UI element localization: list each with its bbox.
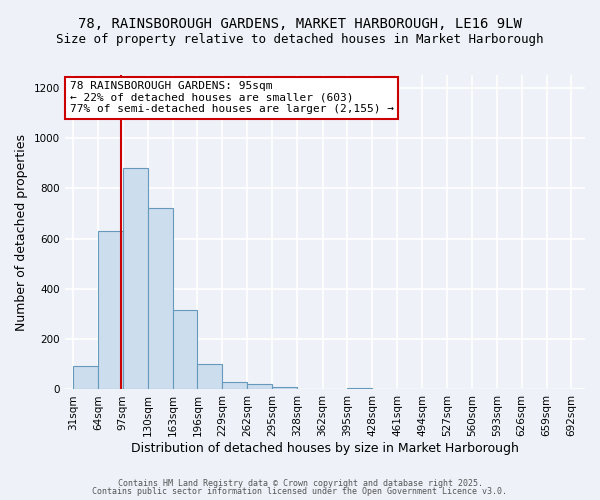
Text: Contains HM Land Registry data © Crown copyright and database right 2025.: Contains HM Land Registry data © Crown c… bbox=[118, 478, 482, 488]
Bar bbox=[73, 366, 98, 390]
Y-axis label: Number of detached properties: Number of detached properties bbox=[15, 134, 28, 330]
Text: 78, RAINSBOROUGH GARDENS, MARKET HARBOROUGH, LE16 9LW: 78, RAINSBOROUGH GARDENS, MARKET HARBORO… bbox=[78, 18, 522, 32]
Bar bbox=[197, 364, 222, 390]
Text: Contains public sector information licensed under the Open Government Licence v3: Contains public sector information licen… bbox=[92, 487, 508, 496]
Text: Size of property relative to detached houses in Market Harborough: Size of property relative to detached ho… bbox=[56, 32, 544, 46]
Bar bbox=[272, 387, 297, 390]
Bar bbox=[173, 310, 197, 390]
X-axis label: Distribution of detached houses by size in Market Harborough: Distribution of detached houses by size … bbox=[131, 442, 519, 455]
Text: 78 RAINSBOROUGH GARDENS: 95sqm
← 22% of detached houses are smaller (603)
77% of: 78 RAINSBOROUGH GARDENS: 95sqm ← 22% of … bbox=[70, 82, 394, 114]
Bar bbox=[123, 168, 148, 390]
Bar bbox=[247, 384, 272, 390]
Bar bbox=[148, 208, 173, 390]
Bar bbox=[347, 388, 373, 390]
Bar bbox=[222, 382, 247, 390]
Bar bbox=[98, 231, 123, 390]
